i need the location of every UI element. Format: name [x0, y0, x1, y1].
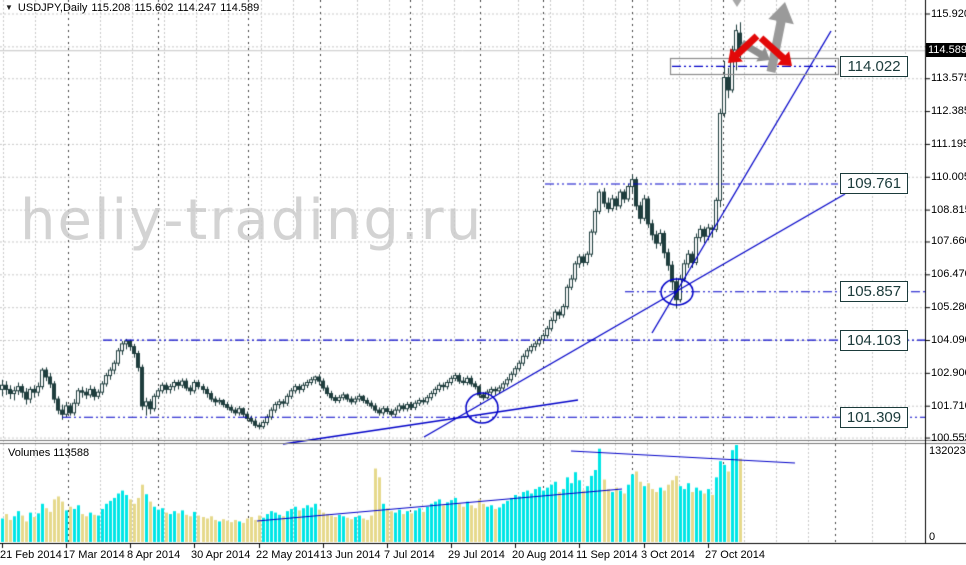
date-tick-label: 3 Oct 2014	[641, 549, 695, 561]
price-tick-label: 112.385	[931, 105, 966, 118]
volume-indicator-label: Volumes 113588	[8, 447, 90, 459]
ohlc-high: 115.602	[134, 2, 174, 14]
price-level-label[interactable]: 105.857	[840, 281, 908, 303]
date-tick-label: 17 Mar 2014	[63, 549, 125, 561]
price-level-label[interactable]: 101.309	[840, 406, 908, 428]
price-level-label[interactable]: 104.103	[840, 329, 908, 351]
date-tick-label: 11 Sep 2014	[576, 549, 638, 561]
price-tick-label: 113.575	[931, 72, 966, 85]
ohlc-close: 114.589	[220, 2, 260, 14]
date-tick-label: 20 Aug 2014	[512, 549, 574, 561]
volume-axis-max: 132023	[929, 445, 966, 457]
price-tick-label: 101.710	[931, 399, 966, 412]
price-level-label[interactable]: 109.761	[840, 173, 908, 195]
chart-title: ▼ USDJPY,Daily 115.208 115.602 114.247 114.58…	[5, 2, 263, 14]
price-tick-label: 100.555	[931, 431, 966, 444]
date-tick-label: 29 Jul 2014	[448, 549, 505, 561]
chart-menu-dropdown-icon[interactable]: ▼	[5, 3, 13, 12]
price-tick-label: 105.280	[931, 301, 966, 314]
price-level-label[interactable]: 114.022	[840, 55, 908, 77]
ohlc-low: 114.247	[177, 2, 217, 14]
price-tick-label: 107.660	[931, 235, 966, 248]
price-tick-label: 108.815	[931, 203, 966, 216]
volume-axis-zero: 0	[929, 531, 936, 543]
date-tick-label: 13 Jun 2014	[320, 549, 381, 561]
price-tick-label: 111.195	[931, 137, 966, 150]
price-tick-label: 110.005	[931, 170, 966, 183]
ohlc-open: 115.208	[91, 2, 131, 14]
date-tick-label: 8 Apr 2014	[127, 549, 181, 561]
price-tick-label: 102.900	[931, 366, 966, 379]
price-tick-label: 115.920	[931, 7, 966, 20]
date-tick-label: 7 Jul 2014	[384, 549, 435, 561]
price-tick-label: 104.090	[931, 334, 966, 346]
date-tick-label: 21 Feb 2014	[0, 549, 62, 561]
symbol-period-label: USDJPY,Daily	[17, 2, 88, 14]
date-tick-label: 30 Apr 2014	[191, 549, 251, 561]
date-tick-label: 27 Oct 2014	[705, 549, 765, 561]
price-tick-label: 106.470	[931, 268, 966, 281]
current-price-badge: 114.589	[926, 43, 966, 58]
date-tick-label: 22 May 2014	[256, 549, 320, 561]
